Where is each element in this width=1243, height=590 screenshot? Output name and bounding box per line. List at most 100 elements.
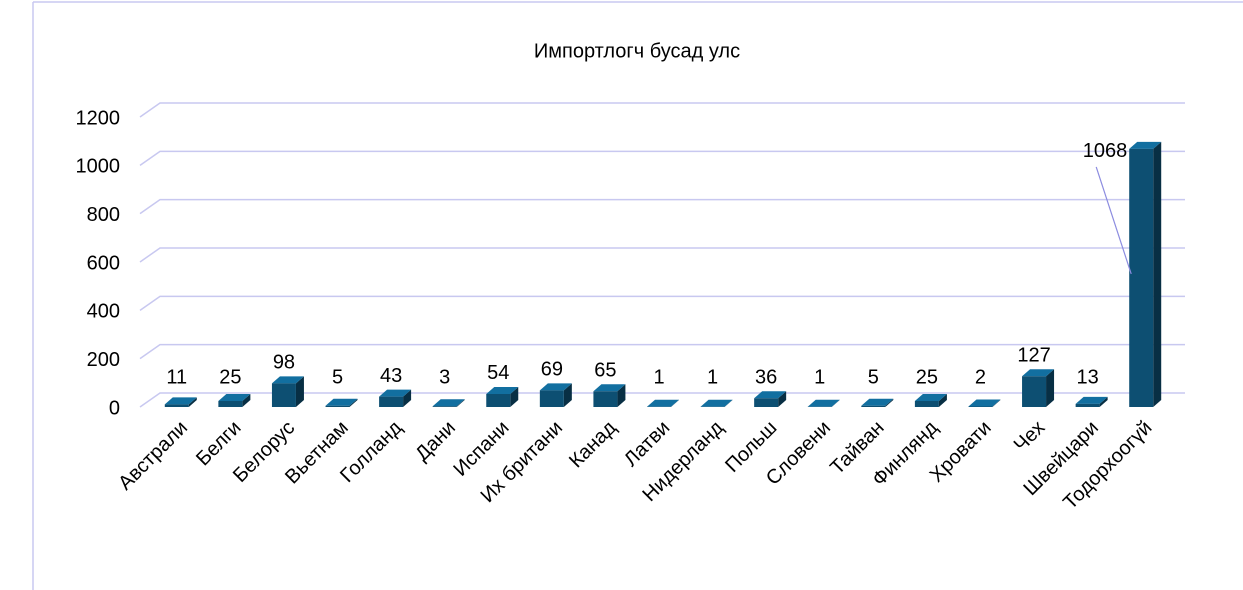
data-label: 25	[916, 366, 938, 388]
bar-front	[593, 391, 618, 407]
bar	[700, 399, 733, 407]
bar-top	[914, 393, 947, 401]
bar	[486, 386, 519, 407]
bar-side	[456, 399, 465, 407]
data-label: 1	[707, 366, 718, 388]
y-tick-label: 1200	[76, 107, 121, 129]
data-label: 43	[380, 365, 402, 387]
bar-side	[1046, 369, 1055, 407]
y-tick-label: 400	[87, 301, 120, 323]
bar-side	[1153, 141, 1162, 407]
grid-line	[139, 392, 1185, 408]
x-tick-label: Канад	[565, 416, 621, 472]
grid-line	[139, 102, 1185, 118]
bar-top	[432, 399, 465, 407]
bar-side	[938, 393, 947, 407]
data-label: 5	[332, 366, 343, 388]
bar-side	[403, 389, 412, 407]
bar-front	[486, 393, 511, 407]
bar	[807, 399, 840, 407]
bar-side	[242, 393, 251, 407]
bar-front	[218, 400, 243, 407]
bar-side	[885, 398, 894, 407]
data-label: 1	[814, 366, 825, 388]
data-label: 98	[273, 352, 295, 374]
bar	[432, 399, 465, 407]
x-tick-label: Чех	[1010, 417, 1050, 457]
bar-side	[188, 397, 197, 407]
leader-line	[1095, 166, 1132, 275]
bar-side	[724, 399, 733, 407]
grid-line	[139, 198, 1185, 215]
data-label: 11	[166, 366, 187, 388]
bar-front	[325, 405, 350, 407]
bar-side	[563, 383, 572, 407]
bar-front	[754, 398, 779, 407]
bar-side	[510, 386, 519, 407]
bar-side	[1099, 396, 1108, 407]
bar-front	[164, 404, 189, 407]
data-label: 3	[439, 366, 450, 388]
bar-side	[349, 398, 358, 407]
grid-line	[139, 343, 1185, 360]
y-tick-label: 0	[109, 397, 120, 419]
data-label: 69	[541, 359, 563, 381]
bar-top	[325, 398, 358, 406]
bar-top	[968, 399, 1001, 407]
bar-top	[218, 393, 251, 401]
chart-title: Импортлогч бусад улс	[534, 40, 740, 62]
bar	[218, 393, 251, 407]
bar	[1022, 369, 1055, 407]
data-label: 2	[975, 366, 986, 388]
y-tick-label: 600	[87, 252, 120, 274]
bar	[379, 389, 412, 407]
data-label: 1	[653, 366, 664, 388]
x-tick-label: Дани	[411, 417, 460, 466]
bar-top	[539, 383, 572, 391]
bar	[647, 399, 679, 407]
bar-front	[1075, 403, 1100, 407]
bar-side	[831, 399, 840, 407]
bar	[325, 398, 358, 407]
bar	[968, 399, 1001, 407]
grid-line	[139, 247, 1185, 263]
bar-top	[271, 376, 304, 384]
bar-front	[914, 400, 939, 407]
y-tick-label: 800	[87, 204, 120, 226]
bar-top	[807, 399, 840, 407]
bar-front	[861, 405, 886, 407]
data-label: 25	[219, 366, 241, 388]
y-tick-label: 1000	[76, 156, 121, 178]
data-label: 1068	[1083, 140, 1128, 162]
bar-top	[1129, 141, 1162, 149]
bar-front	[1129, 148, 1154, 407]
bar	[754, 391, 787, 407]
bar-top	[700, 399, 733, 407]
bar-side	[778, 391, 787, 407]
bar-front	[271, 383, 296, 407]
bar-front	[1022, 376, 1047, 407]
bar	[539, 383, 572, 407]
data-label: 5	[868, 366, 879, 388]
bar-front	[539, 390, 564, 407]
bar-side	[617, 384, 626, 407]
bar	[593, 384, 626, 407]
bar-top	[164, 397, 197, 405]
y-tick-label: 200	[87, 349, 120, 371]
bar-top	[486, 386, 519, 394]
bar-top	[754, 391, 787, 399]
data-label: 127	[1017, 345, 1050, 367]
bar-top	[1075, 396, 1108, 404]
bar-front	[432, 406, 457, 407]
bar-top	[593, 384, 626, 392]
x-tick-label: Австрали	[114, 417, 192, 495]
bar	[164, 397, 197, 407]
bar	[271, 376, 304, 407]
bar-top	[379, 389, 412, 397]
bar	[861, 398, 894, 407]
grid-line	[139, 150, 1185, 166]
bar-side	[295, 376, 304, 407]
bar-front	[379, 396, 404, 407]
data-label: 36	[755, 366, 777, 388]
